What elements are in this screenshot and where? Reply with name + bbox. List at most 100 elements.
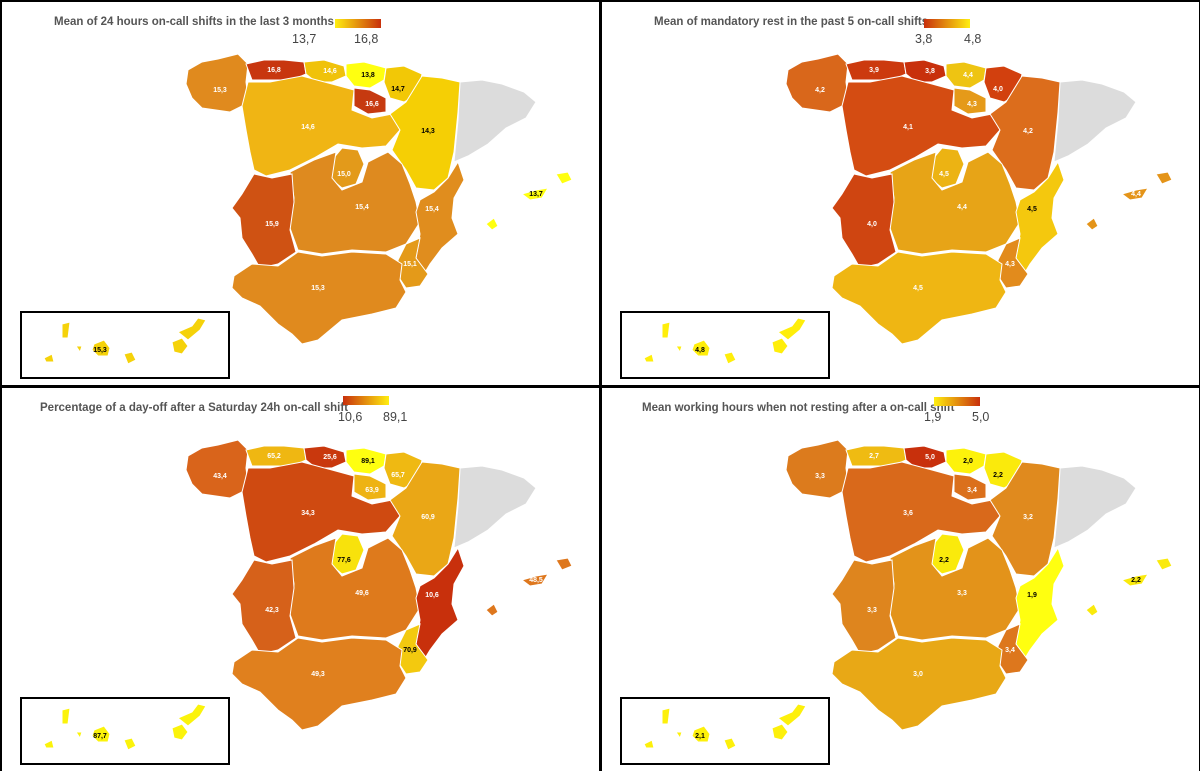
region-value-label-castilla-leon: 4,1 xyxy=(903,124,913,131)
region-value-label-madrid: 4,5 xyxy=(939,171,949,178)
region-la-rioja xyxy=(953,87,987,115)
region-value-label-baleares: 13,7 xyxy=(529,191,543,198)
region-valencia xyxy=(415,546,465,662)
region-andalucia xyxy=(231,637,407,731)
region-valencia xyxy=(415,160,465,276)
region-value-label-la-rioja: 4,3 xyxy=(967,101,977,108)
region-aragon xyxy=(389,75,461,191)
region-value-label-andalucia: 3,0 xyxy=(913,671,923,678)
region-baleares xyxy=(1085,557,1173,617)
region-value-label-cantabria: 3,8 xyxy=(925,68,935,75)
region-value-label-madrid: 77,6 xyxy=(337,557,351,564)
region-value-label-castilla-la-mancha: 15,4 xyxy=(355,204,369,211)
panel-working-hours: Mean working hours when not resting afte… xyxy=(602,388,1199,771)
region-value-label-navarra: 4,0 xyxy=(993,86,1003,93)
region-cantabria xyxy=(903,59,947,83)
region-value-label-aragon: 60,9 xyxy=(421,514,435,521)
legend-high-value: 89,1 xyxy=(383,410,408,424)
region-value-label-aragon: 4,2 xyxy=(1023,128,1033,135)
region-pais-vasco xyxy=(345,447,387,475)
region-pais-vasco xyxy=(945,61,987,89)
region-value-label-valencia: 4,5 xyxy=(1027,206,1037,213)
region-value-label-castilla-la-mancha: 4,4 xyxy=(957,204,967,211)
region-galicia xyxy=(785,53,849,113)
region-value-label-galicia: 15,3 xyxy=(213,87,227,94)
region-value-label-valencia: 15,4 xyxy=(425,206,439,213)
region-la-rioja xyxy=(353,473,387,501)
region-value-label-la-rioja: 63,9 xyxy=(365,487,379,494)
region-value-label-cantabria: 14,6 xyxy=(323,68,337,75)
region-value-label-madrid: 15,0 xyxy=(337,171,351,178)
region-castilla-leon xyxy=(841,75,1001,177)
region-value-label-navarra: 2,2 xyxy=(993,472,1003,479)
region-castilla-leon xyxy=(241,75,401,177)
region-galicia xyxy=(185,439,249,499)
region-value-label-pais-vasco: 2,0 xyxy=(963,458,973,465)
region-extremadura xyxy=(831,559,897,655)
region-value-label-castilla-leon: 34,3 xyxy=(301,510,315,517)
region-castilla-leon xyxy=(841,461,1001,563)
region-baleares xyxy=(1085,171,1173,231)
region-castilla-la-mancha xyxy=(289,537,421,641)
region-cantabria xyxy=(903,445,947,469)
region-value-label-galicia: 3,3 xyxy=(815,473,825,480)
region-value-label-baleares: 48,5 xyxy=(529,577,543,584)
region-aragon xyxy=(989,75,1061,191)
region-castilla-leon xyxy=(241,461,401,563)
region-castilla-la-mancha xyxy=(889,151,1021,255)
region-value-label-la-rioja: 3,4 xyxy=(967,487,977,494)
region-value-label-valencia: 10,6 xyxy=(425,592,439,599)
region-value-label-pais-vasco: 4,4 xyxy=(963,72,973,79)
region-value-label-navarra: 65,7 xyxy=(391,472,405,479)
region-value-label-murcia: 70,9 xyxy=(403,647,417,654)
legend-high-value: 5,0 xyxy=(972,410,990,424)
region-galicia xyxy=(785,439,849,499)
region-value-label-extremadura: 15,9 xyxy=(265,221,279,228)
map-title: Percentage of a day-off after a Saturday… xyxy=(40,402,349,414)
region-value-label-castilla-leon: 14,6 xyxy=(301,124,315,131)
region-value-label-canarias: 4,8 xyxy=(695,347,705,354)
region-value-label-castilla-la-mancha: 3,3 xyxy=(957,590,967,597)
region-value-label-extremadura: 4,0 xyxy=(867,221,877,228)
region-galicia xyxy=(185,53,249,113)
region-value-label-madrid: 2,2 xyxy=(939,557,949,564)
map-title: Mean of 24 hours on-call shifts in the l… xyxy=(54,16,334,28)
legend-low-value: 13,7 xyxy=(292,32,317,46)
region-value-label-navarra: 14,7 xyxy=(391,86,405,93)
legend-low-value: 1,9 xyxy=(924,410,942,424)
region-baleares xyxy=(485,171,573,231)
region-canarias xyxy=(643,703,807,751)
panel-mandatory-rest: Mean of mandatory rest in the past 5 on-… xyxy=(602,2,1199,385)
legend-high-value: 4,8 xyxy=(964,32,982,46)
region-value-label-cantabria: 5,0 xyxy=(925,454,935,461)
region-cantabria xyxy=(303,445,347,469)
region-aragon xyxy=(389,461,461,577)
region-value-label-murcia: 3,4 xyxy=(1005,647,1015,654)
region-value-label-aragon: 3,2 xyxy=(1023,514,1033,521)
region-value-label-aragon: 14,3 xyxy=(421,128,435,135)
region-value-label-extremadura: 3,3 xyxy=(867,607,877,614)
spain-region-map: 4,2 3,9 3,8 4,4 4,0 4,3 4,1 4,2 4,5 4,4 4,0 4,5 4,3 4… xyxy=(643,53,1173,365)
region-value-label-andalucia: 4,5 xyxy=(913,285,923,292)
map-title: Mean working hours when not resting afte… xyxy=(642,402,955,414)
region-canarias xyxy=(43,703,207,751)
region-value-label-pais-vasco: 13,8 xyxy=(361,72,375,79)
legend-color-bar xyxy=(924,19,970,28)
region-value-label-castilla-la-mancha: 49,6 xyxy=(355,590,369,597)
region-baleares xyxy=(485,557,573,617)
region-value-label-galicia: 43,4 xyxy=(213,473,227,480)
region-value-label-baleares: 4,4 xyxy=(1131,191,1141,198)
region-value-label-asturias: 2,7 xyxy=(869,453,879,460)
region-value-label-andalucia: 49,3 xyxy=(311,671,325,678)
region-value-label-castilla-leon: 3,6 xyxy=(903,510,913,517)
region-la-rioja xyxy=(353,87,387,115)
legend-color-bar xyxy=(335,19,381,28)
region-andalucia xyxy=(231,251,407,345)
region-value-label-canarias: 15,3 xyxy=(93,347,107,354)
region-cantabria xyxy=(303,59,347,83)
region-value-label-cantabria: 25,6 xyxy=(323,454,337,461)
horizontal-divider xyxy=(2,385,1198,388)
legend-color-bar xyxy=(934,397,980,406)
region-value-label-pais-vasco: 89,1 xyxy=(361,458,375,465)
region-value-label-asturias: 3,9 xyxy=(869,67,879,74)
